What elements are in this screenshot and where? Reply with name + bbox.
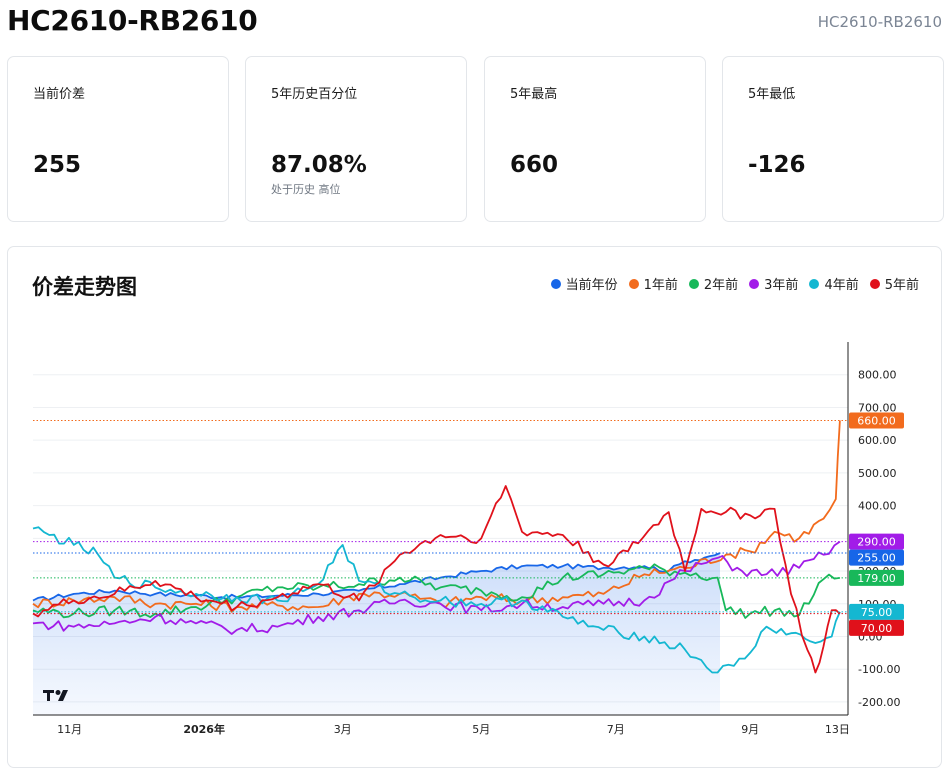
price-badge — [849, 569, 904, 586]
reference-lines-layer — [33, 420, 848, 615]
stat-label: 当前价差 — [33, 87, 86, 102]
price-badges-layer: 660.00 290.00 255.00 179.00 75.00 70.00 — [849, 412, 904, 636]
x-tick-label: 7月 — [607, 723, 625, 736]
legend-dot — [550, 278, 561, 289]
price-badge — [849, 619, 904, 636]
price-badge — [849, 549, 904, 566]
price-badge-label: 75.00 — [861, 606, 893, 619]
x-tick-label: 3月 — [334, 723, 352, 736]
price-badge-label: 255.00 — [857, 552, 896, 565]
stat-card-percentile: 5年历史百分位 87.08% 处于历史 高位 — [245, 56, 467, 222]
stat-label: 5年最低 — [748, 87, 796, 102]
legend-item[interactable]: 1年前 — [628, 274, 678, 293]
x-tick-label: 2026年 — [183, 722, 225, 736]
page-subtitle: HC2610-RB2610 — [817, 13, 942, 31]
y-tick-label: 700.00 — [858, 401, 897, 414]
legend-item[interactable]: 3年前 — [749, 274, 798, 293]
series-line — [32, 485, 841, 674]
chart-card: 价差走势图 当前年份 1年前 2年前 3年前 4年前 5年前 800.00 700.00 60… — [7, 246, 942, 768]
y-tick-label: -100.00 — [858, 663, 900, 676]
x-tick-label: 5月 — [472, 723, 490, 736]
stat-value: 660 — [510, 152, 559, 178]
stat-note: 处于历史 高位 — [271, 183, 341, 196]
spread-chart[interactable]: 800.00700.00600.00500.00400.00300.00200.… — [8, 247, 943, 769]
price-badge-label: 179.00 — [857, 572, 896, 585]
stat-card-5y-high: 5年最高 660 — [484, 56, 706, 222]
legend-item[interactable]: 4年前 — [809, 274, 859, 293]
y-tick-label: 500.00 — [858, 467, 897, 480]
tradingview-logo — [43, 690, 68, 701]
price-badge — [849, 603, 904, 620]
x-tick-label: 11月 — [57, 723, 82, 736]
legend-label: 4年前 — [824, 278, 859, 293]
legend-dot — [809, 278, 820, 289]
price-badge-label: 70.00 — [861, 622, 893, 635]
series-layer — [32, 420, 841, 674]
legend-dot — [628, 278, 639, 289]
chart-title: 价差走势图 — [32, 275, 137, 299]
legend-dot — [869, 278, 880, 289]
x-tick-label: 9月 — [741, 723, 759, 736]
series-area-current-year — [33, 553, 720, 715]
price-badge-label: 290.00 — [857, 536, 896, 549]
y-tick-label: -200.00 — [858, 696, 900, 709]
stat-card-current-spread: 当前价差 255 — [7, 56, 229, 222]
legend-label: 5年前 — [884, 278, 919, 293]
chart-legend: 当前年份 1年前 2年前 3年前 4年前 5年前 — [550, 274, 919, 293]
legend-label: 2年前 — [703, 278, 739, 293]
y-tick-label: 600.00 — [858, 434, 897, 447]
stat-label: 5年历史百分位 — [271, 87, 358, 102]
stat-label: 5年最高 — [510, 87, 558, 102]
price-badge-label: 660.00 — [857, 415, 896, 428]
stat-value: -126 — [748, 152, 806, 178]
legend-item[interactable]: 当前年份 — [550, 274, 618, 293]
legend-item[interactable]: 2年前 — [688, 274, 739, 293]
price-badge — [849, 412, 904, 429]
x-tick-label: 13日 — [825, 723, 850, 736]
series-line — [32, 526, 841, 674]
legend-label: 1年前 — [643, 278, 678, 293]
legend-label: 3年前 — [764, 278, 799, 293]
stat-value: 255 — [33, 152, 82, 178]
legend-item[interactable]: 5年前 — [869, 274, 919, 293]
page-title: HC2610-RB2610 — [7, 4, 258, 37]
stat-value: 87.08% — [271, 152, 367, 178]
y-tick-label: 800.00 — [858, 369, 897, 382]
y-tick-label: 400.00 — [858, 500, 897, 513]
series-line — [32, 563, 841, 619]
legend-dot — [749, 278, 760, 289]
area-layer — [33, 553, 720, 715]
legend-label: 当前年份 — [565, 278, 618, 293]
legend-dot — [688, 278, 699, 289]
price-badge — [849, 533, 904, 550]
stat-card-5y-low: 5年最低 -126 — [722, 56, 944, 222]
series-line — [32, 552, 721, 602]
